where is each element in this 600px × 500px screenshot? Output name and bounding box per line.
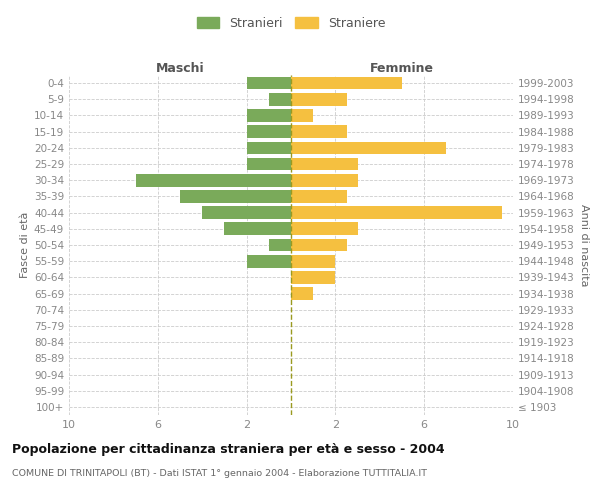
Bar [291, 238, 347, 252]
Bar [291, 109, 313, 122]
Bar [269, 93, 291, 106]
Text: Popolazione per cittadinanza straniera per età e sesso - 2004: Popolazione per cittadinanza straniera p… [12, 442, 445, 456]
Y-axis label: Fasce di età: Fasce di età [20, 212, 30, 278]
Bar [291, 271, 335, 283]
Bar [247, 126, 291, 138]
Bar [291, 288, 313, 300]
Bar [291, 93, 347, 106]
Bar [291, 255, 335, 268]
Bar [291, 126, 347, 138]
Text: COMUNE DI TRINITAPOLI (BT) - Dati ISTAT 1° gennaio 2004 - Elaborazione TUTTITALI: COMUNE DI TRINITAPOLI (BT) - Dati ISTAT … [12, 469, 427, 478]
Text: Femmine: Femmine [370, 62, 434, 75]
Bar [247, 255, 291, 268]
Bar [291, 222, 358, 235]
Bar [269, 238, 291, 252]
Bar [291, 142, 446, 154]
Bar [224, 222, 291, 235]
Bar [291, 206, 502, 219]
Bar [180, 190, 291, 202]
Bar [136, 174, 291, 186]
Bar [247, 109, 291, 122]
Bar [247, 158, 291, 170]
Bar [202, 206, 291, 219]
Legend: Stranieri, Straniere: Stranieri, Straniere [192, 12, 390, 34]
Bar [291, 174, 358, 186]
Bar [247, 77, 291, 90]
Bar [291, 158, 358, 170]
Bar [291, 77, 402, 90]
Bar [247, 142, 291, 154]
Y-axis label: Anni di nascita: Anni di nascita [579, 204, 589, 286]
Bar [291, 190, 347, 202]
Text: Maschi: Maschi [155, 62, 205, 75]
